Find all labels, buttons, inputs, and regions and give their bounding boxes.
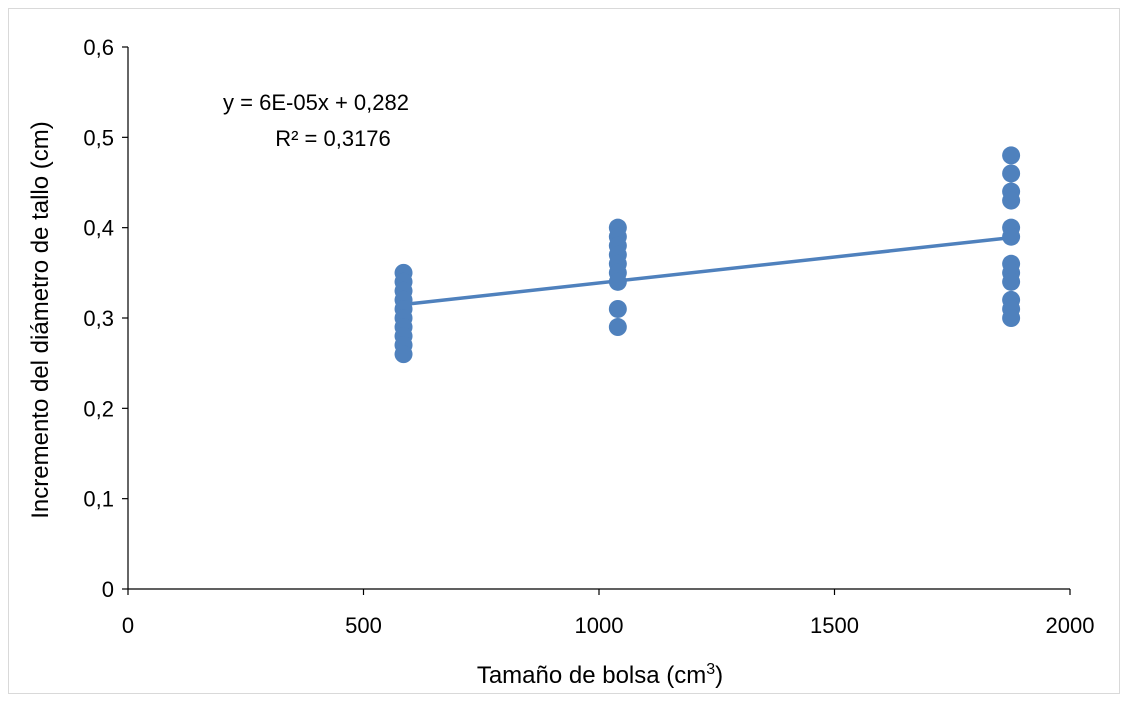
data-point [608, 299, 627, 318]
y-ticks: 0 0,1 0,2 0,3 0,4 0,5 0,6 [83, 35, 128, 602]
trendline [403, 235, 1012, 307]
y-tick-label: 0,5 [83, 125, 114, 150]
y-axis-title: Incremento del diámetro de tallo (cm) [27, 121, 54, 519]
x-ticks: 0 500 1000 1500 2000 [122, 589, 1095, 638]
data-point [1002, 191, 1021, 210]
x-tick-label: 500 [345, 613, 382, 638]
data-point [1002, 309, 1021, 327]
x-tick-label: 0 [122, 613, 134, 638]
y-tick-label: 0,2 [83, 396, 114, 421]
data-point [394, 345, 413, 364]
chart-frame [8, 8, 1120, 694]
y-tick-label: 0,4 [83, 216, 114, 241]
y-tick-label: 0,6 [83, 35, 114, 60]
trendline-r-squared: R² = 0,3176 [275, 126, 391, 151]
y-tick-label: 0,3 [83, 306, 114, 331]
axes [127, 47, 1070, 590]
data-point [608, 318, 627, 337]
data-point [1002, 227, 1021, 246]
y-tick-label: 0,1 [83, 487, 114, 512]
points-layer [394, 146, 1021, 364]
trendline-layer [403, 235, 1012, 307]
x-axis-title: Tamaño de bolsa (cm3) [477, 661, 723, 689]
data-point [608, 272, 627, 291]
data-point [1002, 164, 1021, 183]
y-tick-label: 0 [102, 577, 114, 602]
trendline-equation: y = 6E-05x + 0,282 [223, 90, 409, 115]
x-tick-label: 1000 [575, 613, 624, 638]
data-point [1002, 272, 1021, 291]
x-tick-label: 1500 [810, 613, 859, 638]
data-point [1002, 146, 1021, 165]
x-tick-label: 2000 [1046, 613, 1095, 638]
